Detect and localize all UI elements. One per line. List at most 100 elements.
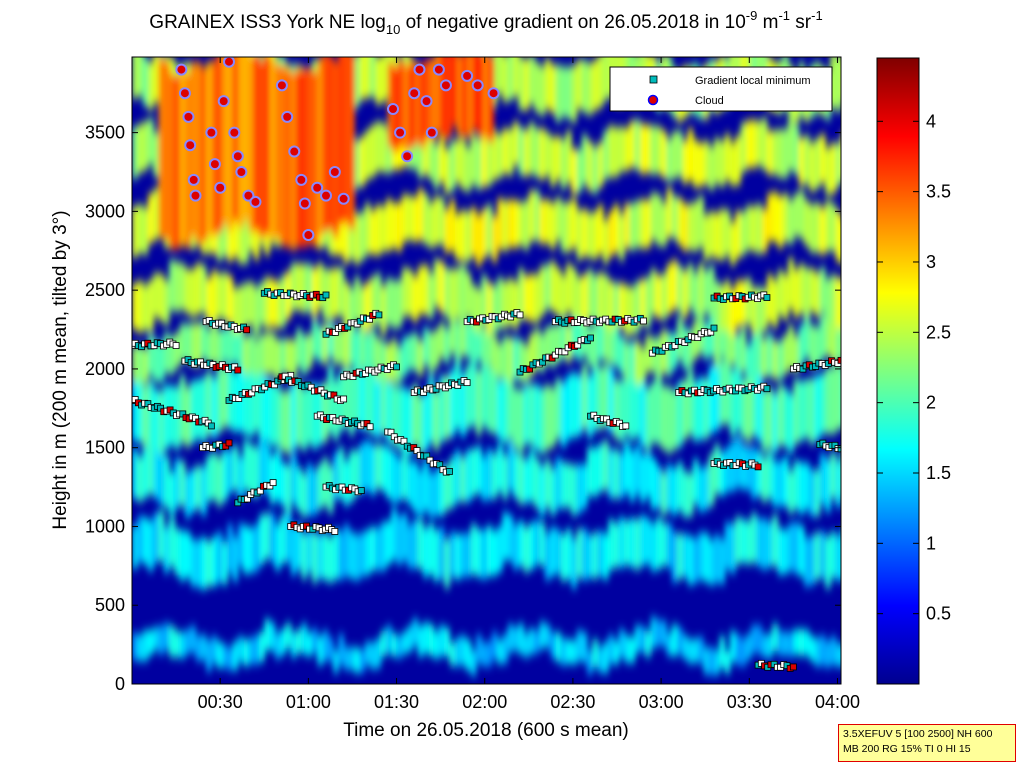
minimum-marker [763,294,771,301]
heatmap-cell [428,375,435,443]
heatmap-cell [481,362,488,427]
heatmap-cell [264,619,271,651]
heatmap-cell [751,373,757,436]
heatmap-cell [576,277,583,320]
heatmap-cell [274,281,281,329]
heatmap-cell [264,277,271,329]
heatmap-cell [613,449,620,499]
heatmap-cell [729,289,736,336]
heatmap-cell [190,323,197,366]
heatmap-cell [497,526,503,572]
heatmap-cell [248,333,255,374]
heatmap-cell [534,328,541,370]
heatmap-cell [216,57,223,233]
heatmap-cell [359,532,366,577]
heatmap-cell [523,200,530,250]
heatmap-cell [798,629,805,657]
heatmap-cell [724,280,731,331]
heatmap-cell [491,131,498,180]
heatmap-band [132,258,841,336]
heatmap-cell [576,529,583,578]
heatmap-cell [534,630,541,654]
heatmap-cell [243,525,250,574]
heatmap-cell [444,209,451,253]
heatmap-cell [835,277,841,329]
heatmap-cell [364,440,371,491]
heatmap-cell [782,274,789,320]
heatmap-cell [745,377,752,442]
heatmap-cell [518,127,525,176]
minimum-marker [587,334,594,342]
heatmap-cell [306,529,313,573]
heatmap-cell [200,466,207,516]
heatmap-cell [359,211,366,261]
heatmap-cell [740,122,747,173]
heatmap-cell [692,537,699,584]
heatmap-cell [407,334,414,370]
heatmap-cell [587,375,593,438]
heatmap-cell [216,641,223,668]
heatmap-cell [407,195,414,241]
heatmap-cell [491,368,498,434]
heatmap-cell [682,270,689,318]
heatmap-cell [142,285,149,331]
heatmap-cell [703,214,710,260]
minimum-marker [331,528,339,535]
heatmap-cell [761,518,768,570]
heatmap-cell [502,336,509,380]
heatmap-cell [782,193,789,242]
heatmap-cell [132,381,138,441]
cloud-marker [413,63,426,76]
heatmap-cell [788,393,794,453]
heatmap-cell [338,447,345,499]
heatmap-cell [322,458,329,507]
heatmap-cell [385,278,392,326]
heatmap-cell [803,316,810,358]
heatmap-cell [544,132,551,177]
heatmap-cell [597,205,604,255]
heatmap-cell [835,143,841,187]
heatmap-cell [412,461,419,513]
info-line-2: MB 200 RG 15% TI 0 HI 15 [843,743,971,755]
heatmap-cell [338,57,345,224]
heatmap-cell [460,533,466,577]
heatmap-cell [438,197,445,245]
heatmap-cell [803,268,810,318]
heatmap-cell [364,333,371,375]
heatmap-cell [438,138,445,183]
heatmap-cell [544,533,551,580]
heatmap-cell [179,530,186,581]
heatmap-cell [571,199,578,249]
heatmap-cell [751,334,757,374]
heatmap-cell [793,522,800,574]
heatmap-cell [602,440,609,490]
heatmap-cell [184,323,191,363]
heatmap-cell [227,327,234,364]
heatmap-cell [687,330,694,367]
heatmap-cell [454,361,461,429]
heatmap-cell [624,368,630,436]
cloud-marker [288,145,301,158]
heatmap-cell [512,200,519,248]
cloud-marker [217,95,230,108]
x-axis: 00:30 01:00 01:30 02:00 02:30 03:00 03:30 04:00 [198,57,860,712]
heatmap-cell [153,340,160,382]
heatmap-cell [555,268,562,316]
heatmap-cell [385,130,392,174]
heatmap-cell [306,632,313,657]
heatmap-cell [841,323,847,360]
heatmap-cell [375,375,382,438]
heatmap-cell [602,57,609,101]
heatmap-cell [798,325,805,366]
heatmap-cell [169,472,175,515]
heatmap-cell [518,520,525,566]
heatmap-cell [211,452,218,500]
y-tick-label: 2000 [85,359,125,379]
heatmap-cell [782,632,789,656]
heatmap-cell [258,373,265,440]
heatmap-cell [518,389,525,452]
heatmap-cell [401,631,408,655]
heatmap-cell [687,368,694,435]
heatmap-cell [756,286,763,334]
heatmap-cell [624,341,630,381]
